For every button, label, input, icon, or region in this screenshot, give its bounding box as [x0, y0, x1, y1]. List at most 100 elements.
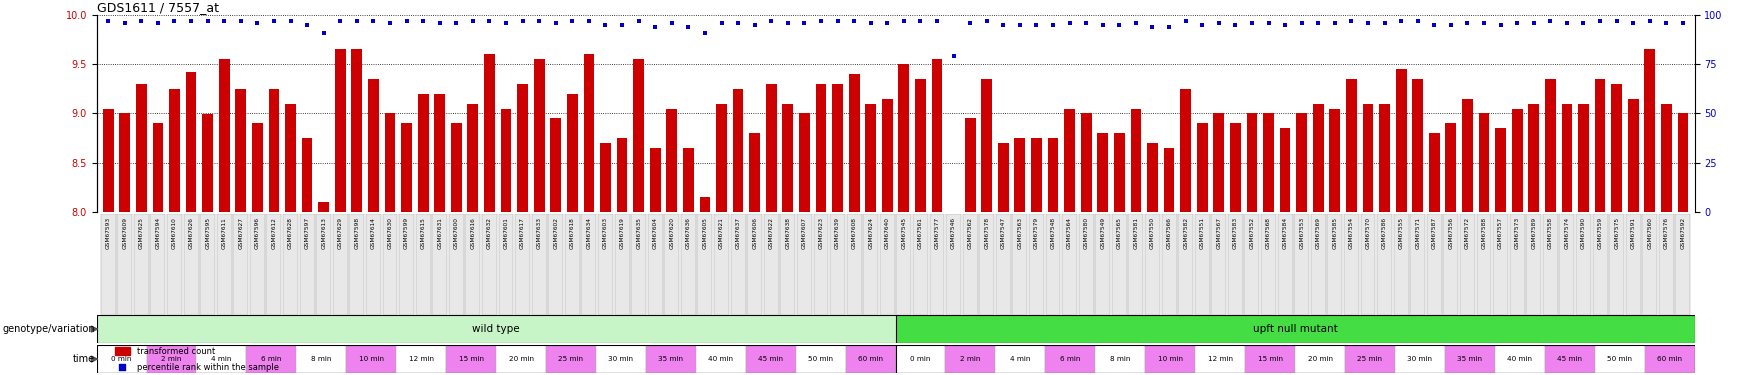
Point	[360, 18, 388, 24]
Text: 45 min: 45 min	[758, 356, 783, 362]
Text: GSM67606: GSM67606	[751, 217, 756, 249]
Bar	[518, 84, 528, 212]
Text: 40 min: 40 min	[707, 356, 734, 362]
Point	[1651, 20, 1680, 26]
Bar	[1144, 345, 1195, 373]
Bar	[369, 79, 379, 212]
Bar	[1511, 108, 1522, 212]
Text: GSM67552: GSM67552	[1250, 217, 1253, 249]
FancyBboxPatch shape	[830, 214, 844, 315]
Bar	[500, 108, 511, 212]
Bar	[135, 84, 147, 212]
Bar	[1527, 104, 1539, 212]
Bar	[832, 84, 842, 212]
FancyBboxPatch shape	[1458, 214, 1474, 315]
Bar	[1228, 123, 1241, 212]
Text: GSM67588: GSM67588	[1481, 217, 1486, 249]
Point	[95, 18, 123, 24]
Bar	[995, 345, 1044, 373]
Text: GSM67599: GSM67599	[404, 217, 409, 249]
Bar	[583, 54, 593, 212]
Bar	[318, 202, 328, 212]
Text: 10 min: 10 min	[358, 356, 384, 362]
Bar	[848, 74, 858, 212]
Point	[1171, 18, 1199, 24]
FancyBboxPatch shape	[1309, 214, 1325, 315]
FancyBboxPatch shape	[581, 214, 597, 315]
FancyBboxPatch shape	[200, 214, 214, 315]
Bar	[1244, 345, 1293, 373]
FancyBboxPatch shape	[1360, 214, 1374, 315]
FancyBboxPatch shape	[532, 214, 546, 315]
FancyBboxPatch shape	[913, 214, 927, 315]
Bar	[1643, 50, 1655, 212]
FancyBboxPatch shape	[1376, 214, 1392, 315]
Point	[525, 18, 553, 24]
Text: GSM67569: GSM67569	[1314, 217, 1320, 249]
FancyBboxPatch shape	[863, 214, 878, 315]
Bar	[814, 84, 827, 212]
Text: genotype/variation: genotype/variation	[2, 324, 95, 334]
Bar	[484, 54, 495, 212]
Text: GSM67570: GSM67570	[1365, 217, 1369, 249]
Text: GSM67622: GSM67622	[769, 217, 774, 249]
Text: 35 min: 35 min	[1457, 356, 1481, 362]
Text: GSM67590: GSM67590	[1580, 217, 1585, 249]
Bar	[1097, 133, 1107, 212]
FancyBboxPatch shape	[383, 214, 397, 315]
Text: 60 min: 60 min	[858, 356, 883, 362]
Bar	[595, 345, 646, 373]
Bar	[202, 114, 212, 212]
Point	[1188, 22, 1216, 28]
Text: GSM67600: GSM67600	[453, 217, 458, 249]
FancyBboxPatch shape	[1260, 214, 1276, 315]
Bar	[698, 197, 711, 212]
Bar	[1444, 123, 1455, 212]
FancyBboxPatch shape	[895, 214, 911, 315]
Point	[591, 22, 620, 28]
Bar	[467, 104, 477, 212]
Point	[491, 20, 519, 26]
FancyBboxPatch shape	[1211, 214, 1225, 315]
Bar	[418, 94, 428, 212]
Point	[293, 22, 321, 28]
FancyBboxPatch shape	[449, 214, 463, 315]
FancyBboxPatch shape	[565, 214, 579, 315]
FancyBboxPatch shape	[681, 214, 695, 315]
Text: GSM67577: GSM67577	[934, 217, 939, 249]
Text: GSM67610: GSM67610	[172, 217, 177, 249]
Text: 10 min: 10 min	[1157, 356, 1183, 362]
Text: GSM67627: GSM67627	[239, 217, 244, 249]
Bar	[451, 123, 462, 212]
Bar	[534, 59, 544, 212]
Text: GSM67626: GSM67626	[188, 217, 193, 249]
FancyBboxPatch shape	[1625, 214, 1639, 315]
Bar	[1313, 104, 1323, 212]
Text: 0 min: 0 min	[111, 356, 132, 362]
Bar	[895, 315, 1694, 343]
Bar	[246, 345, 297, 373]
Bar	[1344, 345, 1393, 373]
Bar	[846, 345, 895, 373]
Text: GSM67601: GSM67601	[504, 217, 509, 249]
FancyBboxPatch shape	[995, 214, 1011, 315]
FancyBboxPatch shape	[1193, 214, 1209, 315]
Bar	[297, 345, 346, 373]
Point	[1486, 22, 1515, 28]
FancyBboxPatch shape	[1509, 214, 1523, 315]
Point	[1271, 22, 1299, 28]
Text: GSM67558: GSM67558	[1546, 217, 1551, 249]
Point	[856, 20, 885, 26]
FancyBboxPatch shape	[979, 214, 993, 315]
Text: 12 min: 12 min	[409, 356, 433, 362]
Text: 2 min: 2 min	[960, 356, 979, 362]
Text: 4 min: 4 min	[1009, 356, 1030, 362]
Bar	[397, 345, 446, 373]
Point	[707, 20, 735, 26]
Bar	[746, 345, 795, 373]
Text: GSM67559: GSM67559	[1597, 217, 1602, 249]
Bar	[899, 64, 909, 212]
Bar	[1044, 345, 1095, 373]
Text: GSM67620: GSM67620	[669, 217, 674, 249]
FancyBboxPatch shape	[514, 214, 530, 315]
